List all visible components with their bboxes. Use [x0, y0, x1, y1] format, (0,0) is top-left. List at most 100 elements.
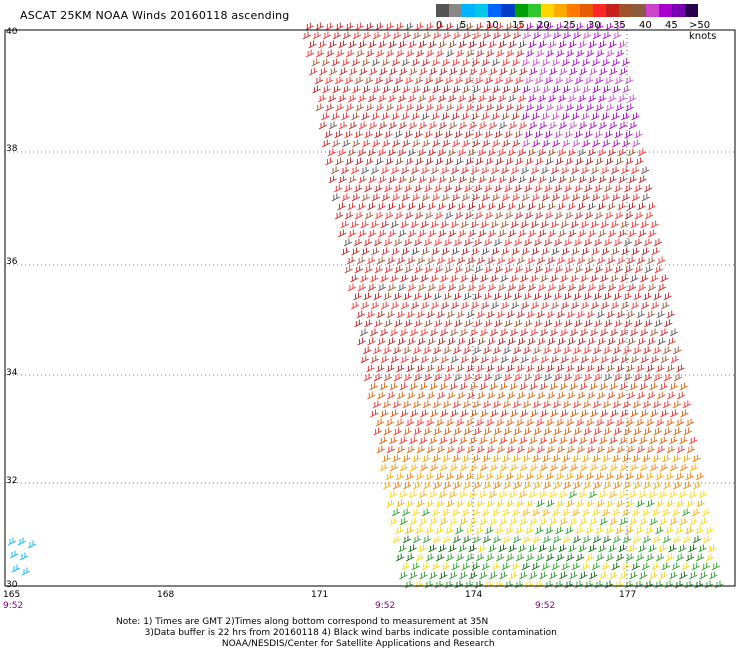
- wind-barb: [428, 175, 437, 184]
- wind-barb: [685, 418, 695, 427]
- wind-barb: [475, 526, 484, 535]
- wind-barb: [361, 112, 370, 121]
- wind-barb: [361, 247, 370, 256]
- wind-barb: [438, 40, 447, 49]
- wind-barb: [627, 202, 636, 211]
- wind-barb: [364, 76, 374, 85]
- wind-barb: [612, 85, 621, 94]
- wind-barb: [424, 184, 433, 193]
- wind-barb: [405, 49, 415, 58]
- wind-barb: [347, 94, 357, 103]
- wind-barb: [629, 571, 638, 580]
- wind-barb: [442, 454, 451, 463]
- wind-barb: [643, 238, 653, 247]
- wind-barb: [405, 472, 414, 481]
- wind-barb: [635, 553, 645, 562]
- legend-label: 30: [588, 20, 601, 31]
- wind-barb: [517, 202, 526, 211]
- wind-barb: [675, 418, 685, 427]
- wind-barb: [708, 544, 717, 553]
- wind-barb: [534, 130, 543, 139]
- wind-barb: [689, 571, 698, 580]
- wind-barb: [517, 337, 526, 346]
- wind-barb: [669, 463, 679, 472]
- wind-barb: [549, 67, 558, 76]
- wind-barb: [522, 346, 532, 355]
- wind-barb: [398, 229, 407, 238]
- wind-barb: [519, 517, 528, 526]
- wind-barb: [341, 193, 351, 202]
- wind-barb: [358, 175, 367, 184]
- wind-barb: [431, 193, 441, 202]
- wind-barb: [524, 580, 534, 589]
- wind-barb: [638, 490, 648, 499]
- wind-barb: [439, 571, 448, 580]
- wind-barb: [581, 193, 591, 202]
- wind-barb: [367, 94, 377, 103]
- wind-barb: [450, 409, 459, 418]
- wind-barb: [614, 319, 623, 328]
- wind-barb: [422, 535, 432, 544]
- wind-barb: [448, 544, 457, 553]
- wind-barb: [595, 418, 605, 427]
- wind-barb: [645, 472, 654, 481]
- wind-barb: [629, 382, 638, 391]
- wind-barb: [653, 427, 662, 436]
- wind-barb: [607, 148, 617, 157]
- wind-barb: [561, 58, 570, 67]
- wind-barb: [640, 409, 649, 418]
- wind-barb: [525, 49, 535, 58]
- wind-barb: [624, 76, 634, 85]
- wind-barb: [558, 175, 567, 184]
- wind-barb: [391, 193, 401, 202]
- wind-barb: [435, 472, 444, 481]
- wind-barb: [344, 184, 353, 193]
- wind-barb: [541, 58, 550, 67]
- wind-barb: [603, 481, 612, 490]
- wind-barb: [401, 562, 410, 571]
- wind-barb: [588, 121, 598, 130]
- wind-barb: [312, 85, 321, 94]
- wind-barb: [509, 436, 518, 445]
- wind-barb: [619, 67, 628, 76]
- wind-barb: [329, 67, 338, 76]
- wind-barb: [653, 292, 662, 301]
- wind-barb: [564, 265, 573, 274]
- wind-barb: [586, 445, 596, 454]
- wind-barb: [416, 310, 425, 319]
- wind-barb: [519, 436, 528, 445]
- wind-barb: [374, 76, 384, 85]
- wind-barb: [371, 112, 380, 121]
- wind-barb: [588, 229, 597, 238]
- wind-barb: [364, 211, 374, 220]
- wind-barb: [567, 337, 576, 346]
- wind-barb: [649, 463, 659, 472]
- wind-barb: [348, 175, 357, 184]
- wind-barb: [388, 229, 397, 238]
- legend-swatch: [436, 4, 450, 17]
- wind-barb: [418, 490, 428, 499]
- wind-barb: [634, 211, 644, 220]
- wind-barb: [574, 130, 583, 139]
- wind-barb: [447, 148, 457, 157]
- wind-barb: [530, 220, 539, 229]
- wind-barb: [549, 328, 559, 337]
- wind-barb: [395, 49, 405, 58]
- wind-barb: [631, 562, 640, 571]
- wind-barb: [465, 157, 474, 166]
- wind-barb: [363, 238, 373, 247]
- wind-barb: [375, 157, 384, 166]
- wind-barb: [533, 238, 543, 247]
- wind-barb: [555, 22, 564, 31]
- wind-barb: [443, 373, 453, 382]
- wind-barb: [412, 400, 422, 409]
- wind-barb: [642, 535, 652, 544]
- wind-barb: [525, 22, 534, 31]
- lon-label-174: 174: [465, 590, 483, 600]
- wind-barb: [522, 139, 531, 148]
- wind-barb: [498, 544, 507, 553]
- wind-barb: [604, 184, 613, 193]
- wind-barb: [476, 256, 486, 265]
- wind-barb: [509, 67, 518, 76]
- wind-barb: [481, 193, 491, 202]
